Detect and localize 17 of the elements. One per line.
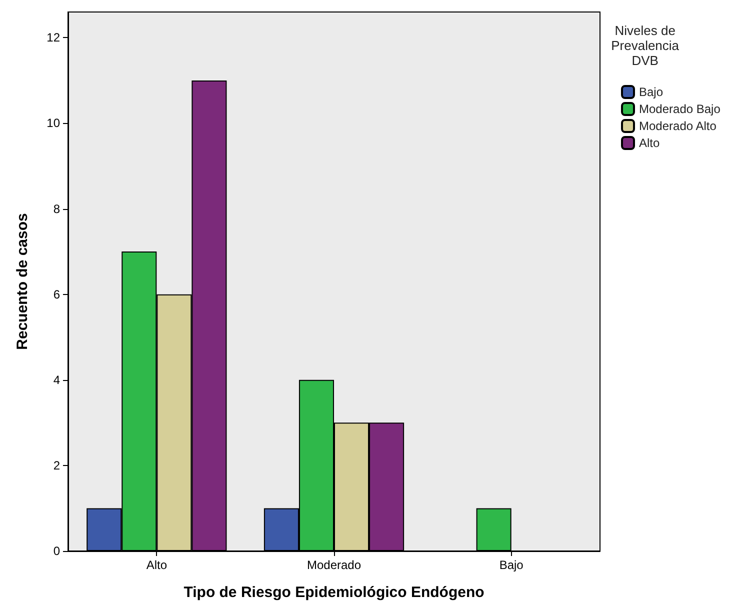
x-tick-label: Bajo xyxy=(499,558,524,572)
x-tick-label: Alto xyxy=(146,558,168,572)
x-axis-title: Tipo de Riesgo Epidemiológico Endógeno xyxy=(184,584,484,601)
y-axis-title: Recuento de casos xyxy=(14,213,31,350)
x-tick-label: Moderado xyxy=(306,558,362,572)
y-tick-label: 0 xyxy=(53,544,60,558)
y-tick-label: 6 xyxy=(53,287,60,302)
y-tick-label: 8 xyxy=(53,202,60,216)
legend-label: Alto xyxy=(639,136,660,150)
y-tick-label: 10 xyxy=(46,116,60,130)
legend-label: Moderado Bajo xyxy=(639,102,721,116)
legend-title: Niveles de Prevalencia DVB xyxy=(611,23,680,68)
y-tick-label: 2 xyxy=(53,458,60,472)
y-tick-label: 4 xyxy=(53,372,60,387)
y-tick-label: 12 xyxy=(46,30,60,45)
legend-label: Moderado Alto xyxy=(639,119,717,133)
legend-label: Bajo xyxy=(639,85,664,99)
